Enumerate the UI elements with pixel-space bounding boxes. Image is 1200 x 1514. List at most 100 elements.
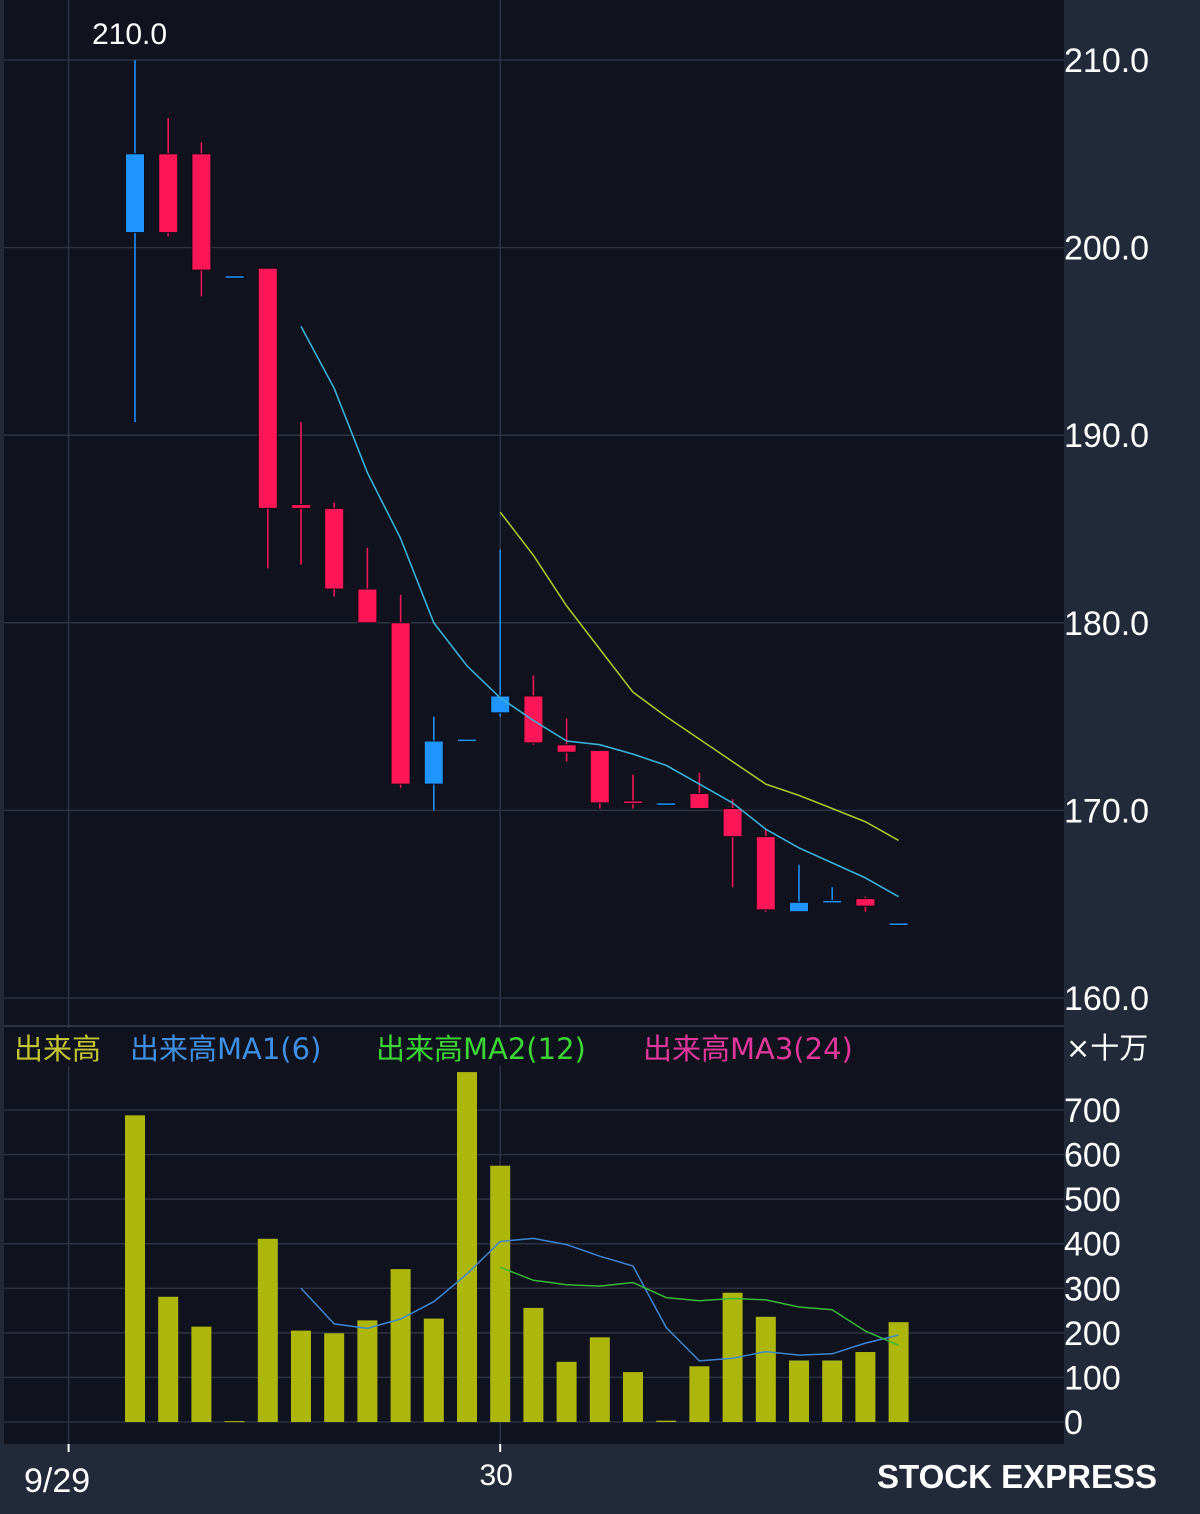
candle-body: [623, 800, 643, 805]
candle: [523, 675, 544, 745]
candle: [755, 829, 776, 912]
price-ma1-line: [300, 326, 899, 898]
volume-tick-label: 500: [1064, 1181, 1121, 1219]
candle-body: [722, 808, 743, 838]
candle: [822, 887, 843, 904]
volume-bar: [855, 1352, 876, 1422]
candle: [722, 799, 743, 888]
candle: [423, 716, 444, 811]
candle-body: [357, 588, 378, 624]
volume-bar: [158, 1296, 179, 1422]
candle-body: [888, 922, 909, 926]
candle: [589, 749, 610, 809]
candle-body: [125, 153, 145, 234]
candle: [324, 502, 345, 597]
price-axis: 210.0 200.0 190.0 180.0 170.0 160.0: [1064, 42, 1149, 1018]
brand-logo-text: STOCK EXPRESS: [877, 1458, 1157, 1495]
volume-legend-background: [4, 1028, 894, 1066]
candle: [457, 738, 477, 743]
volume-ma1-line: [300, 1237, 899, 1362]
price-tick-label: 210.0: [1064, 42, 1149, 80]
candle-body: [191, 153, 212, 271]
candle-body: [291, 504, 311, 509]
volume-tick-label: 300: [1064, 1270, 1121, 1308]
legend-volume-ma1: 出来高MA1(6): [130, 1032, 321, 1066]
price-moving-averages: [300, 326, 899, 898]
high-price-label: 210.0: [92, 18, 167, 51]
candle: [191, 142, 212, 297]
candle-body: [755, 836, 776, 911]
candle-body: [257, 267, 278, 509]
candle-body: [158, 153, 179, 234]
candlesticks: [125, 60, 909, 926]
volume-tick-label: 600: [1064, 1137, 1121, 1175]
volume-bar: [324, 1333, 345, 1422]
volume-tick-label: 200: [1064, 1315, 1121, 1353]
volume-bar: [423, 1318, 444, 1422]
volume-bar: [191, 1326, 212, 1422]
candle: [357, 547, 378, 624]
volume-bar: [523, 1307, 544, 1422]
price-tick-label: 170.0: [1064, 792, 1149, 830]
candle-body: [789, 901, 809, 913]
candle: [291, 422, 311, 565]
volume-bar: [357, 1320, 378, 1422]
legend-volume-ma3: 出来高MA3(24): [643, 1032, 853, 1066]
candle-body: [855, 898, 876, 907]
price-tick-label: 180.0: [1064, 605, 1149, 643]
price-panel-background: [4, 0, 1064, 1026]
candle-body: [589, 749, 610, 804]
volume-tick-label: 100: [1064, 1359, 1121, 1397]
volume-bar: [457, 1072, 477, 1422]
candle-body: [457, 738, 477, 743]
volume-tick-label: 700: [1064, 1092, 1121, 1130]
volume-unit-label: ×十万: [1066, 1031, 1148, 1065]
candle: [888, 922, 909, 926]
volume-bar: [490, 1165, 511, 1422]
candle: [556, 718, 577, 762]
volume-bar: [125, 1115, 145, 1422]
time-tick-label: 9/29: [24, 1462, 90, 1500]
legend-volume-ma2: 出来高MA2(12): [376, 1032, 586, 1066]
volume-bar: [722, 1292, 743, 1422]
price-tick-label: 160.0: [1064, 980, 1149, 1018]
candle-body: [423, 740, 444, 785]
candle-body: [556, 744, 577, 753]
volume-bar: [656, 1420, 677, 1422]
candle: [855, 896, 876, 912]
candle-body: [689, 793, 710, 810]
volume-tick-label: 0: [1064, 1404, 1083, 1442]
volume-bar: [257, 1238, 278, 1422]
candle: [224, 275, 245, 279]
volume-bar: [888, 1322, 909, 1422]
volume-bar: [589, 1337, 610, 1422]
candle-body: [224, 275, 245, 279]
volume-bar: [623, 1372, 643, 1422]
volume-bar: [390, 1269, 411, 1422]
candle: [689, 772, 710, 810]
volume-bar: [556, 1361, 577, 1422]
volume-bar: [224, 1421, 245, 1423]
price-tick-label: 190.0: [1064, 417, 1149, 455]
volume-bars: [125, 1072, 909, 1423]
candle-body: [390, 622, 411, 785]
candle: [390, 594, 411, 788]
price-tick-label: 200.0: [1064, 230, 1149, 268]
volume-bar: [755, 1316, 776, 1422]
volume-tick-label: 400: [1064, 1226, 1121, 1264]
candle-body: [523, 695, 544, 744]
volume-bar: [291, 1330, 311, 1422]
candle: [257, 267, 278, 569]
candle: [789, 864, 809, 913]
volume-bar: [689, 1366, 710, 1422]
time-tick-label: 30: [480, 1459, 513, 1492]
volume-moving-averages: [300, 1237, 899, 1362]
price-ma2-line: [499, 511, 899, 842]
candle: [125, 60, 145, 423]
candle-body: [822, 899, 843, 904]
candle: [656, 802, 677, 806]
volume-bar: [789, 1360, 809, 1422]
volume-axis: 700 600 500 400 300 200 100 0: [1064, 1092, 1121, 1442]
